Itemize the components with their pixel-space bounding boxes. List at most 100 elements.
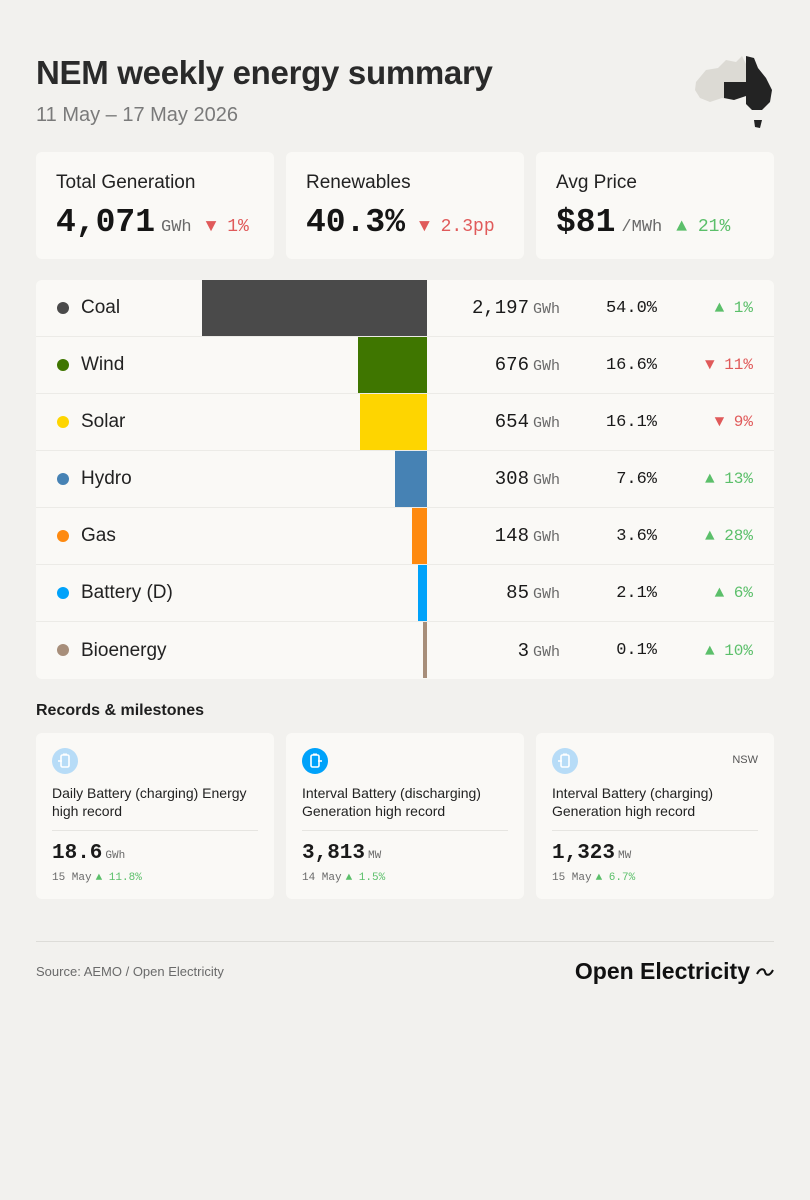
fuel-name: Coal (81, 297, 121, 318)
table-row: Solar 654 GWh 16.1% ▼ 9% (36, 394, 774, 451)
record-region: NSW (732, 754, 758, 766)
kpi-value: $81 (556, 204, 616, 241)
table-row: Bioenergy 3 GWh 0.1% ▲ 10% (36, 622, 774, 679)
fuel-name: Gas (81, 525, 116, 546)
footer-divider (36, 941, 774, 942)
kpi-change: ▼ 1% (205, 217, 249, 237)
share-value: 54.0% (605, 298, 657, 318)
legend-dot (57, 644, 69, 656)
kpi-renewables: Renewables 40.3% ▼ 2.3pp (286, 152, 524, 259)
bar (360, 394, 427, 450)
kpi-label: Renewables (306, 172, 411, 193)
change-value: ▲ 13% (704, 470, 753, 488)
records-title: Records & milestones (36, 702, 205, 719)
share-value: 7.6% (616, 469, 657, 489)
value-label: 148 (494, 525, 529, 547)
record-description: Daily Battery (charging) Energy high rec… (52, 785, 247, 819)
kpi-value: 40.3% (306, 204, 406, 241)
table-row: Coal 2,197 GWh 54.0% ▲ 1% (36, 280, 774, 337)
legend-dot (57, 416, 69, 428)
kpi-value: 4,071 (56, 204, 156, 241)
share-value: 3.6% (616, 526, 657, 546)
energy-value: 654 GWh (495, 411, 560, 433)
change-value: ▼ 11% (704, 356, 753, 374)
record-change: ▲ 11.8% (95, 872, 142, 884)
share-value: 16.1% (605, 412, 657, 432)
value-label: 2,197 (471, 297, 529, 319)
kpi-unit: /MWh (621, 218, 663, 237)
fuel-name: Wind (81, 354, 125, 375)
change-value: ▼ 9% (714, 413, 753, 431)
record-description: Interval Battery (charging) Generation h… (552, 785, 714, 819)
legend-dot (57, 359, 69, 371)
value-unit: GWh (532, 643, 560, 661)
value-unit: GWh (532, 529, 560, 546)
kpi-change: ▼ 2.3pp (419, 217, 495, 237)
legend-dot (57, 530, 69, 542)
energy-value: 3 GWh (518, 640, 560, 662)
change-value: ▲ 1% (714, 299, 753, 317)
header: NEM weekly energy summary 11 May – 17 Ma… (36, 54, 493, 127)
record-date: 15 May (552, 872, 592, 884)
battery-charging-icon (552, 748, 578, 774)
record-description: Interval Battery (discharging) Generatio… (302, 785, 481, 819)
kpi-avg-price: Avg Price $81 /MWh ▲ 21% (536, 152, 774, 259)
value-label: 3 (517, 639, 529, 662)
share-value: 16.6% (605, 355, 657, 375)
record-change: ▲ 1.5% (345, 872, 386, 884)
kpi-change: ▲ 21% (676, 217, 731, 237)
record-card: Daily Battery (charging) Energy high rec… (36, 733, 274, 899)
table-row: Gas 148 GWh 3.6% ▲ 28% (36, 508, 774, 565)
table-row: Battery (D) 85 GWh 2.1% ▲ 6% (36, 565, 774, 622)
value-label: 654 (494, 411, 529, 433)
value-unit: GWh (532, 415, 560, 432)
record-date: 15 May (52, 872, 92, 884)
legend-dot (57, 302, 69, 314)
tilde-wave-icon (756, 967, 774, 976)
bar (411, 508, 427, 564)
table-row: Wind 676 GWh 16.6% ▼ 11% (36, 337, 774, 394)
bar (423, 622, 427, 678)
fuel-name: Battery (D) (81, 582, 173, 603)
value-unit: GWh (532, 301, 560, 318)
value-label: 676 (494, 354, 529, 376)
record-value: 1,323 (552, 842, 616, 865)
value-unit: GWh (532, 358, 560, 375)
legend-dot (57, 473, 69, 485)
battery-charging-icon (52, 748, 78, 774)
share-value: 0.1% (616, 641, 657, 660)
bar (357, 337, 427, 393)
value-unit: GWh (532, 472, 560, 489)
record-unit: MW (618, 850, 632, 862)
source-note: Source: AEMO / Open Electricity (36, 964, 224, 979)
fuel-name: Bioenergy (81, 639, 167, 661)
brand-logo: Open Electricity (575, 958, 774, 985)
energy-value: 2,197 GWh (472, 297, 560, 319)
record-unit: GWh (105, 850, 126, 862)
bar (202, 280, 427, 336)
change-value: ▲ 10% (704, 641, 753, 660)
kpi-label: Total Generation (56, 172, 196, 193)
energy-value: 85 GWh (506, 582, 560, 604)
kpi-unit: GWh (161, 218, 192, 237)
record-change: ▲ 6.7% (595, 872, 636, 884)
record-card: Interval Battery (discharging) Generatio… (286, 733, 524, 899)
value-label: 85 (506, 582, 529, 604)
bar (418, 565, 427, 621)
record-value: 3,813 (302, 842, 366, 865)
value-label: 308 (494, 468, 529, 490)
records-row: Daily Battery (charging) Energy high rec… (36, 733, 774, 899)
record-card: NSW Interval Battery (charging) Generati… (536, 733, 774, 899)
change-value: ▲ 6% (714, 584, 753, 602)
page-title: NEM weekly energy summary (36, 54, 493, 91)
share-value: 2.1% (616, 583, 657, 603)
bar (395, 451, 427, 507)
value-unit: GWh (532, 586, 560, 603)
australia-map-icon (695, 56, 772, 128)
brand-name: Open Electricity (574, 958, 750, 984)
energy-value: 308 GWh (495, 468, 560, 490)
fuel-mix-table: Coal 2,197 GWh 54.0% ▲ 1% Wind 676 GWh 16.6% ▼ 11… (36, 280, 774, 679)
table-row: Hydro 308 GWh 7.6% ▲ 13% (36, 451, 774, 508)
record-date: 14 May (302, 872, 342, 884)
kpi-row: Total Generation 4,071 GWh ▼ 1% Renewabl… (36, 152, 774, 259)
